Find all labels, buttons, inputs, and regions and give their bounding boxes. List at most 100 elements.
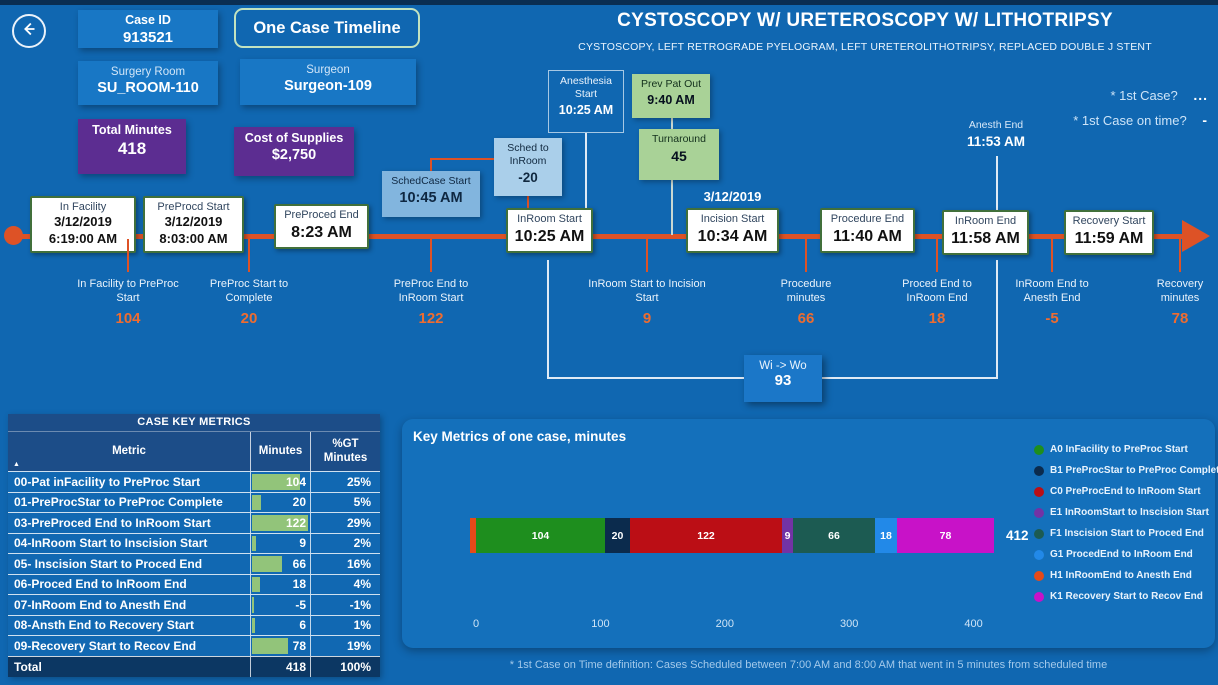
bar-segment[interactable]: 122: [630, 518, 782, 553]
bar-segment[interactable]: 66: [793, 518, 875, 553]
table-row[interactable]: 05- Inscision Start to Proced End 66 16%: [8, 553, 380, 574]
cell-pct: 16%: [310, 554, 380, 574]
bar-segment[interactable]: 78: [897, 518, 994, 553]
surgeon-card: Surgeon Surgeon-109: [240, 59, 416, 105]
cell-minutes: 104: [250, 472, 310, 492]
legend-item[interactable]: C0 PreProcEnd to InRoom Start: [1034, 486, 1218, 497]
milestone-preproced-end: PreProced End 8:23 AM: [274, 204, 369, 250]
bracket-right: [996, 260, 998, 378]
milestone-label: PreProcd Start: [157, 201, 230, 213]
footnote: * 1st Case on Time definition: Cases Sch…: [509, 659, 1108, 671]
data-bar: [252, 494, 261, 510]
gap-value: 66: [797, 309, 815, 327]
bar-segment[interactable]: [470, 518, 476, 553]
data-bar: [252, 638, 288, 654]
legend-item[interactable]: F1 Inscision Start to Proced End: [1034, 528, 1218, 539]
milestone-label: InRoom Start: [517, 213, 582, 225]
connector-turnaround: [671, 179, 673, 235]
table-row[interactable]: 08-Ansth End to Recovery Start 6 1%: [8, 614, 380, 635]
column-header-pct[interactable]: %GT Minutes: [310, 432, 380, 471]
data-bar: [252, 474, 300, 490]
case-id-value: 913521: [122, 29, 174, 46]
table-row[interactable]: 04-InRoom Start to Inscision Start 9 2%: [8, 532, 380, 553]
sort-ascending-icon: ▲: [13, 460, 20, 468]
milestone-label: Incision Start: [700, 213, 765, 225]
legend-item[interactable]: G1 ProcedEnd to InRoom End: [1034, 549, 1218, 560]
surgery-room-card: Surgery Room SU_ROOM-110: [78, 61, 218, 105]
float-label: Prev Pat Out: [640, 78, 702, 90]
column-header-minutes[interactable]: Minutes: [250, 432, 310, 471]
gap-procedure-minutes: Procedure minutes 66: [766, 239, 846, 327]
data-bar: [252, 597, 254, 613]
cell-pct: 5%: [310, 492, 380, 512]
legend-item[interactable]: E1 InRoomStart to Inscision Start: [1034, 507, 1218, 518]
milestone-procedure-end: Procedure End 11:40 AM: [820, 208, 915, 254]
bar-segment[interactable]: 20: [605, 518, 630, 553]
cell-minutes: 18: [250, 574, 310, 594]
gap-tick: [936, 239, 938, 272]
bar-segment[interactable]: 104: [476, 518, 605, 553]
total-minutes-card: Total Minutes 418: [78, 119, 186, 174]
cost-of-supplies-card: Cost of Supplies $2,750: [234, 127, 354, 176]
top-border-strip: [0, 0, 1218, 5]
table-row[interactable]: 03-PreProced End to InRoom Start 122 29%: [8, 512, 380, 533]
cell-minutes: 6: [250, 615, 310, 635]
cell-metric: 03-PreProced End to InRoom Start: [14, 515, 211, 530]
one-case-timeline-button[interactable]: One Case Timeline: [234, 8, 420, 48]
gap-label: Recovery minutes: [1156, 278, 1204, 305]
bar-total-label: 412: [1006, 528, 1029, 543]
table-row[interactable]: 06-Proced End to InRoom End 18 4%: [8, 573, 380, 594]
connector-sched-to-inroom: [527, 195, 529, 210]
bar-segment[interactable]: 18: [875, 518, 897, 553]
gap-label: Procedure minutes: [780, 278, 832, 305]
milestone-label: In Facility: [59, 201, 107, 213]
table-row[interactable]: 01-PreProcStar to PreProc Complete 20 5%: [8, 491, 380, 512]
stacked-bar: 104 20 122 9 66 18 78: [470, 518, 994, 553]
data-bar: [252, 576, 260, 592]
ellipsis-icon[interactable]: ...: [1193, 87, 1208, 103]
cell-pct: 29%: [310, 513, 380, 533]
legend-item[interactable]: B1 PreProcStar to PreProc Complete: [1034, 465, 1218, 476]
gap-value: 18: [928, 309, 946, 327]
float-label: SchedCase Start: [391, 175, 471, 187]
gap-tick: [646, 239, 648, 272]
cell-metric: 09-Recovery Start to Recov End: [14, 638, 197, 653]
milestone-date: 3/12/2019: [164, 214, 223, 229]
back-arrow-icon: [18, 18, 40, 45]
cell-minutes: 66: [250, 554, 310, 574]
gap-tick: [805, 239, 807, 272]
legend-color-dot: [1034, 486, 1044, 497]
legend-item[interactable]: A0 InFacility to PreProc Start: [1034, 444, 1218, 455]
connector-schedcase-elbow-h: [430, 158, 496, 160]
bar-segment[interactable]: 9: [782, 518, 793, 553]
legend-color-dot: [1034, 444, 1044, 455]
data-bar: [252, 617, 255, 633]
timeline-start-dot: [4, 226, 23, 245]
table-body: 00-Pat inFacility to PreProc Start 104 25%…: [8, 471, 380, 656]
total-minutes-value: 418: [117, 139, 147, 158]
table-row[interactable]: 07-InRoom End to Anesth End -5 -1%: [8, 594, 380, 615]
case-id-card: Case ID 913521: [78, 10, 218, 48]
cell-metric: 06-Proced End to InRoom End: [14, 577, 187, 592]
back-button[interactable]: [12, 14, 46, 48]
legend-color-dot: [1034, 591, 1044, 602]
gap-label: InRoom End to Anesth End: [1015, 278, 1089, 305]
float-value: -20: [518, 170, 538, 186]
legend-color-dot: [1034, 549, 1044, 560]
legend-label: F1 Inscision Start to Proced End: [1050, 528, 1204, 539]
milestone-date: 3/12/2019: [54, 214, 112, 229]
chart-title: Key Metrics of one case, minutes: [413, 429, 627, 444]
legend-item[interactable]: K1 Recovery Start to Recov End: [1034, 591, 1218, 602]
table-row[interactable]: 09-Recovery Start to Recov End 78 19%: [8, 635, 380, 656]
gap-inroom-to-incision: InRoom Start to Incision Start 9: [587, 239, 707, 327]
table-row[interactable]: 00-Pat inFacility to PreProc Start 104 25%: [8, 471, 380, 492]
first-case-row: * 1st Case? ...: [1111, 87, 1209, 103]
gap-tick: [248, 239, 250, 272]
column-header-metric[interactable]: Metric ▲: [13, 444, 146, 468]
gap-tick: [1179, 239, 1181, 272]
connector-schedcase-elbow-v: [430, 158, 432, 173]
gap-value: -5: [1045, 309, 1059, 327]
legend-item[interactable]: H1 InRoomEnd to Anesth End: [1034, 570, 1218, 581]
float-sched-to-inroom: Sched to InRoom -20: [494, 138, 562, 196]
total-minutes-label: Total Minutes: [92, 123, 172, 137]
